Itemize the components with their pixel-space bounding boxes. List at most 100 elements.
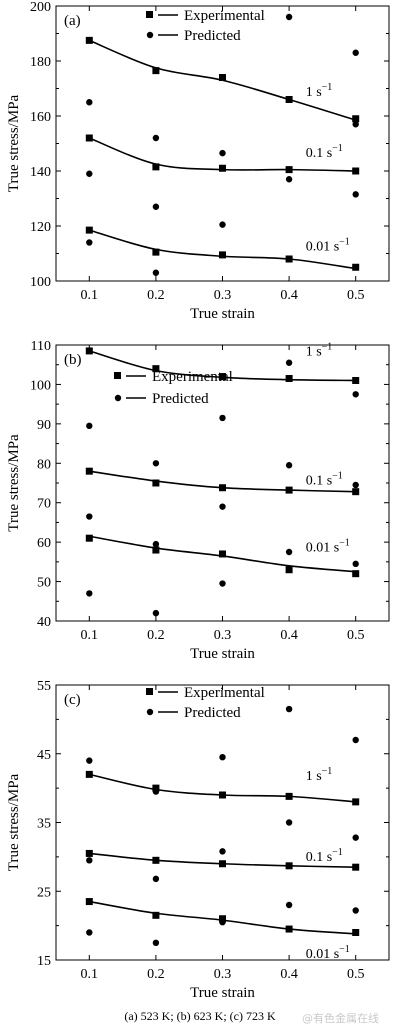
predicted-point bbox=[352, 560, 359, 568]
y-tick-label: 60 bbox=[37, 536, 51, 551]
experimental-point bbox=[85, 36, 93, 44]
predicted-point bbox=[152, 269, 160, 276]
experimental-point bbox=[219, 860, 226, 868]
experimental-point bbox=[85, 467, 93, 475]
legend-dot-marker bbox=[146, 708, 154, 716]
predicted-point bbox=[352, 481, 359, 489]
predicted-point bbox=[86, 422, 93, 430]
predicted-point bbox=[219, 503, 226, 510]
predicted-point bbox=[285, 819, 293, 826]
watermark: @有色金属在线 bbox=[302, 1012, 379, 1025]
legend-square-marker bbox=[146, 688, 153, 695]
experimental-point bbox=[219, 915, 226, 923]
predicted-point bbox=[285, 462, 293, 469]
x-tick-label: 0.4 bbox=[280, 967, 298, 982]
predicted-point bbox=[219, 848, 226, 855]
legend-square-marker bbox=[114, 372, 121, 379]
figure-caption: (a) 523 K; (b) 623 K; (c) 723 K bbox=[124, 1009, 276, 1023]
experimental-point bbox=[285, 486, 293, 494]
predicted-point bbox=[152, 939, 160, 947]
experimental-point bbox=[152, 163, 160, 171]
predicted-point bbox=[152, 134, 160, 142]
x-tick-label: 0.5 bbox=[347, 628, 365, 643]
legend-dot-marker bbox=[146, 31, 154, 39]
experimental-point bbox=[285, 862, 293, 870]
predicted-point bbox=[352, 736, 359, 744]
predicted-point bbox=[352, 907, 359, 914]
panel-label: (a) bbox=[64, 13, 81, 29]
predicted-point bbox=[352, 834, 359, 841]
strain-rate-label: 1 s−1 bbox=[306, 82, 333, 100]
y-axis-label: True stress/MPa bbox=[6, 94, 22, 192]
legend-experimental: Experimental bbox=[184, 685, 265, 701]
experimental-point bbox=[285, 792, 293, 800]
experimental-point bbox=[219, 484, 226, 492]
predicted-point bbox=[86, 929, 93, 936]
experimental-point bbox=[219, 251, 226, 259]
experimental-point bbox=[85, 226, 93, 234]
y-tick-label: 15 bbox=[37, 954, 51, 969]
x-axis-label: True strain bbox=[190, 306, 255, 322]
chart-panel: 0.1 0.2 0.3 0.4 0.5 100 120 140 160 180 200 True st… bbox=[6, 0, 390, 322]
y-tick-label: 180 bbox=[30, 55, 51, 70]
predicted-point bbox=[219, 918, 226, 926]
y-axis-label: True stress/MPa bbox=[6, 434, 22, 532]
strain-rate-exponent: −1 bbox=[322, 82, 333, 93]
legend-predicted: Predicted bbox=[184, 705, 241, 721]
experimental-point bbox=[85, 770, 93, 778]
y-tick-label: 200 bbox=[30, 0, 51, 15]
experimental-point bbox=[352, 570, 360, 578]
legend-predicted: Predicted bbox=[184, 28, 241, 44]
experimental-point bbox=[152, 856, 160, 864]
x-tick-label: 0.2 bbox=[147, 288, 165, 303]
y-tick-label: 45 bbox=[37, 748, 51, 763]
plot-frame bbox=[55, 344, 390, 622]
predicted-point bbox=[285, 901, 293, 909]
predicted-point bbox=[219, 414, 226, 422]
experimental-point bbox=[285, 96, 293, 103]
y-tick-label: 90 bbox=[37, 418, 51, 433]
y-tick-label: 100 bbox=[30, 378, 51, 393]
x-tick-label: 0.1 bbox=[81, 288, 99, 303]
experimental-point bbox=[285, 166, 293, 174]
experimental-point bbox=[219, 164, 226, 172]
panel-label: (c) bbox=[64, 692, 81, 708]
y-tick-label: 55 bbox=[37, 679, 51, 694]
predicted-point bbox=[152, 788, 160, 795]
predicted-point bbox=[152, 203, 160, 210]
experimental-point bbox=[152, 546, 160, 554]
predicted-point bbox=[219, 149, 226, 157]
predicted-point bbox=[285, 548, 293, 556]
predicted-point bbox=[352, 191, 359, 198]
y-tick-label: 70 bbox=[37, 497, 51, 512]
y-tick-label: 35 bbox=[37, 817, 51, 832]
y-tick-label: 140 bbox=[30, 165, 51, 180]
experimental-point bbox=[219, 791, 226, 799]
experimental-point bbox=[352, 376, 360, 384]
experimental-point bbox=[285, 255, 293, 263]
y-tick-label: 25 bbox=[37, 885, 51, 900]
strain-rate-exponent: −1 bbox=[332, 847, 343, 858]
strain-rate-exponent: −1 bbox=[339, 237, 350, 248]
x-tick-label: 0.2 bbox=[147, 967, 165, 982]
experimental-point bbox=[152, 479, 160, 487]
x-tick-label: 0.3 bbox=[214, 288, 232, 303]
predicted-point bbox=[86, 590, 93, 597]
predicted-point bbox=[352, 121, 359, 128]
predicted-point bbox=[219, 580, 226, 587]
x-tick-label: 0.5 bbox=[347, 288, 365, 303]
predicted-point bbox=[352, 391, 359, 398]
experimental-point bbox=[152, 911, 160, 919]
experimental-point bbox=[219, 550, 226, 558]
predicted-point bbox=[86, 170, 93, 177]
experimental-point bbox=[352, 798, 360, 806]
predicted-point bbox=[152, 460, 160, 467]
panel-label: (b) bbox=[64, 352, 82, 368]
y-tick-label: 50 bbox=[37, 576, 51, 591]
experimental-point bbox=[285, 925, 293, 933]
x-tick-label: 0.1 bbox=[81, 628, 99, 643]
x-tick-label: 0.3 bbox=[214, 967, 232, 982]
predicted-point bbox=[219, 753, 226, 761]
y-tick-label: 110 bbox=[31, 339, 51, 354]
